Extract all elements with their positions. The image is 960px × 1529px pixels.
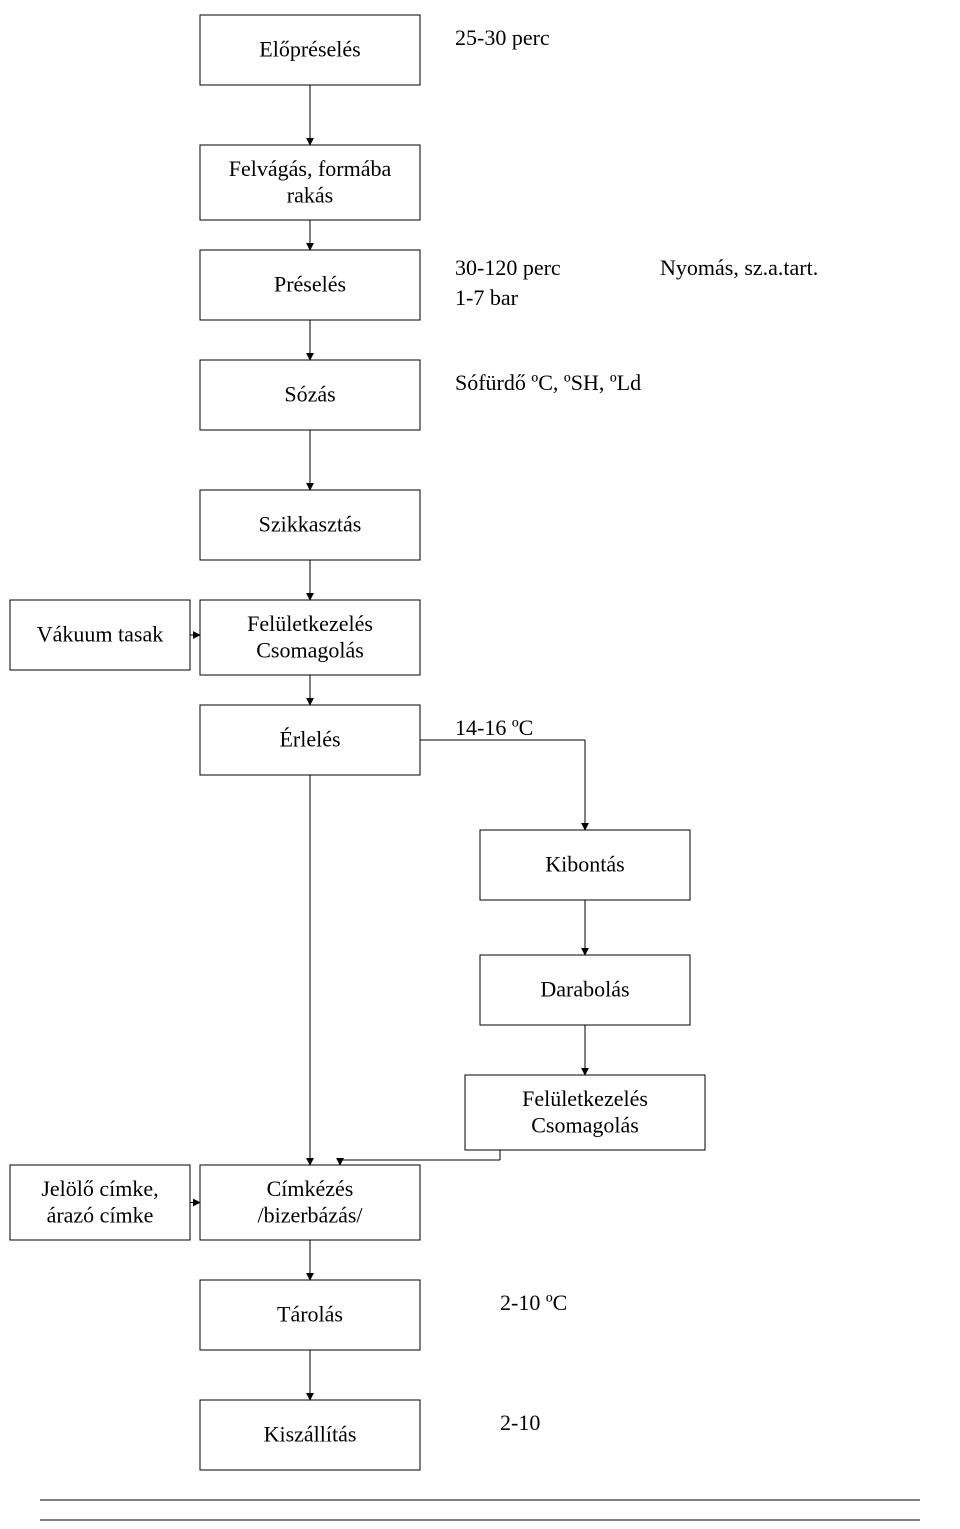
annotation-a_erleles: 14-16 ºC xyxy=(455,715,533,740)
node-label: Szikkasztás xyxy=(259,512,362,537)
node-label: /bizerbázás/ xyxy=(257,1202,363,1227)
annotation-a_sozas: Sófürdő ºC, ºSH, ºLd xyxy=(455,370,641,395)
node-sozas: Sózás xyxy=(200,360,420,430)
node-erleles: Érlelés xyxy=(200,705,420,775)
annotation-a_preseles1: 30-120 perc xyxy=(455,255,561,280)
node-cimkezes: Címkézés/bizerbázás/ xyxy=(200,1165,420,1240)
node-felvagas: Felvágás, formábarakás xyxy=(200,145,420,220)
node-elopres: Előpréselés xyxy=(200,15,420,85)
node-tarolas: Tárolás xyxy=(200,1280,420,1350)
node-vakuum: Vákuum tasak xyxy=(10,600,190,670)
node-label: Felületkezelés xyxy=(247,611,373,636)
node-label: Címkézés xyxy=(267,1176,354,1201)
node-label: Előpréselés xyxy=(259,37,360,62)
node-label: árazó címke xyxy=(47,1202,154,1227)
annotation-a_preseles3: Nyomás, sz.a.tart. xyxy=(660,255,818,280)
node-label: Kiszállítás xyxy=(264,1422,357,1447)
node-feluletk1: FelületkezelésCsomagolás xyxy=(200,600,420,675)
node-label: Préselés xyxy=(274,272,346,297)
node-szikkasztas: Szikkasztás xyxy=(200,490,420,560)
node-label: Csomagolás xyxy=(531,1112,639,1137)
node-label: Felületkezelés xyxy=(522,1086,648,1111)
annotation-a_tarolas: 2-10 ºC xyxy=(500,1290,567,1315)
annotation-a_elopres: 25-30 perc xyxy=(455,25,550,50)
node-label: Sózás xyxy=(284,382,335,407)
node-label: Vákuum tasak xyxy=(37,622,163,647)
node-label: rakás xyxy=(287,182,333,207)
node-feluletk2: FelületkezelésCsomagolás xyxy=(465,1075,705,1150)
node-preseles: Préselés xyxy=(200,250,420,320)
annotation-a_preseles2: 1-7 bar xyxy=(455,285,519,310)
node-label: Jelölő címke, xyxy=(41,1176,158,1201)
node-jelolo: Jelölő címke,árazó címke xyxy=(10,1165,190,1240)
node-kibontas: Kibontás xyxy=(480,830,690,900)
node-label: Érlelés xyxy=(279,727,340,752)
node-darabolas: Darabolás xyxy=(480,955,690,1025)
node-label: Darabolás xyxy=(540,977,629,1002)
annotation-a_kiszall: 2-10 xyxy=(500,1410,540,1435)
node-label: Felvágás, formába xyxy=(229,156,392,181)
node-kiszallitas: Kiszállítás xyxy=(200,1400,420,1470)
node-label: Kibontás xyxy=(545,852,624,877)
node-label: Csomagolás xyxy=(256,637,364,662)
node-label: Tárolás xyxy=(277,1302,343,1327)
